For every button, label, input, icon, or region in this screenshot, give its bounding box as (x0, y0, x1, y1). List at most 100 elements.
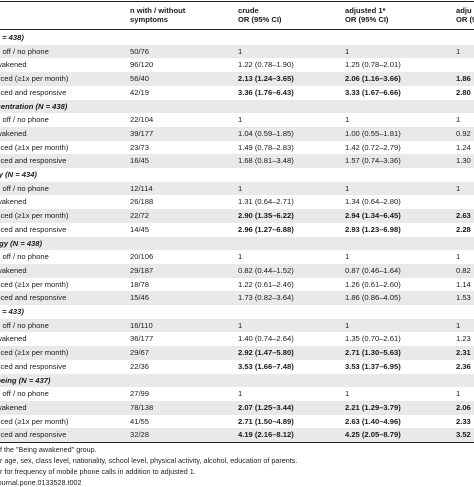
cell-n-counts: 42/19 (130, 87, 150, 97)
row-label: enced (≥1x per month) (0, 211, 69, 221)
cell-adjusted1-or: 1.42 (0.72–2.79) (345, 142, 401, 152)
section-label: –being (N = 437) (0, 375, 51, 385)
cell-n-counts: 96/120 (130, 60, 154, 70)
cell-adjusted2-or: 2.80 (456, 87, 471, 97)
cell-n-counts: 50/76 (130, 46, 150, 56)
cell-adjusted2-or: 2.31 (456, 348, 471, 358)
cell-adjusted1-or: 2.06 (1.16–3.66) (345, 74, 401, 84)
section-label: (N = 433) (0, 307, 24, 316)
table-row: enced and responsive 22/36 3.53 (1.66–7.48… (0, 360, 474, 374)
row-label: enced and responsive (0, 293, 67, 303)
cell-n-counts: 32/28 (130, 430, 150, 440)
table-row: enced (≥1x per month) 56/40 2.13 (1.24–3.6… (0, 72, 474, 86)
cell-adjusted1-or: 1.86 (0.86–4.05) (345, 293, 401, 303)
section-row: (N = 438) (0, 31, 474, 45)
cell-adjusted2-or: 1.53 (456, 293, 471, 303)
footnote-adjusted1: or age, sex, class level, nationality, s… (0, 456, 298, 465)
cell-n-counts: 26/188 (130, 197, 154, 207)
cell-crude-or: 1 (238, 46, 243, 56)
cell-adjusted2-or: 1 (456, 46, 461, 56)
cell-adjusted1-or: 2.63 (1.40–4.96) (345, 416, 401, 426)
cell-n-counts: 27/99 (130, 389, 150, 399)
table-top-rule (0, 1, 474, 2)
table-row: enced (≥1x per month) 23/73 1.49 (0.78–2.8… (0, 141, 474, 155)
cell-crude-or: 2.96 (1.27–6.88) (238, 224, 294, 234)
cell-adjusted2-or: 1 (456, 183, 461, 193)
row-label: ed off / no phone (0, 183, 49, 193)
cell-adjusted2-or: 2.06 (456, 402, 471, 412)
cell-adjusted2-or: 1.23 (456, 334, 471, 344)
cell-crude-or: 1.22 (0.78–1.90) (238, 60, 294, 70)
header-n-line2: symptoms (130, 15, 168, 24)
cell-adjusted1-or: 1.00 (0.55–1.81) (345, 128, 401, 138)
cell-adjusted1-or: 2.93 (1.23–6.98) (345, 224, 401, 234)
table-bottom-rule (0, 442, 474, 443)
cell-crude-or: 1.73 (0.82–3.64) (238, 293, 294, 303)
row-label: awakened (0, 60, 27, 70)
cell-crude-or: 1.31 (0.64–2.71) (238, 197, 294, 207)
header-bottom-rule (0, 29, 474, 30)
cell-crude-or: 2.90 (1.35–6.22) (238, 211, 294, 221)
cell-n-counts: 23/73 (130, 142, 150, 152)
table-row: enced (≥1x per month) 29/67 2.92 (1.47–5.8… (0, 346, 474, 360)
cell-crude-or: 1 (238, 389, 243, 399)
cell-adjusted2-or: 0.92 (456, 128, 471, 138)
cell-crude-or: 3.53 (1.66–7.48) (238, 361, 294, 371)
cell-crude-or: 2.07 (1.25–3.44) (238, 402, 294, 412)
section-label: (N = 438) (0, 33, 24, 42)
footnote-adjusted2: or for frequency of mobile phone calls i… (0, 467, 196, 476)
header-crude-line2: OR (95% CI) (238, 15, 282, 24)
cell-crude-or: 1.68 (0.81–3.48) (238, 156, 294, 166)
table-row: ed off / no phone 20/106 1 1 1 (0, 250, 474, 264)
cell-adjusted2-or: 1 (456, 320, 461, 330)
cell-n-counts: 16/45 (130, 156, 150, 166)
footnote-doi: journal.pone.0133528.t002 (0, 478, 82, 487)
table-row: awakened 39/177 1.04 (0.59–1.85) 1.00 (0.55… (0, 126, 474, 141)
cell-adjusted2-or: 2.33 (456, 416, 471, 426)
section-row: –being (N = 437) (0, 373, 474, 388)
cell-crude-or: 2.92 (1.47–5.80) (238, 348, 294, 358)
row-label: enced and responsive (0, 361, 67, 371)
cell-adjusted2-or: 1.24 (456, 142, 471, 152)
row-label: ed off / no phone (0, 389, 49, 399)
cell-adjusted2-or: 2.36 (456, 361, 471, 371)
row-label: ed off / no phone (0, 46, 49, 56)
cell-adjusted1-or: 3.53 (1.37–6.95) (345, 361, 401, 371)
table-row: ed off / no phone 27/99 1 1 1 (0, 387, 474, 401)
table-row: enced and responsive 16/45 1.68 (0.81–3.48… (0, 154, 474, 168)
cell-adjusted2-or: 3.52 (456, 430, 471, 440)
cell-n-counts: 41/55 (130, 416, 150, 426)
header-adjusted1-line2: OR (95% CI) (345, 15, 389, 24)
header-adjusted2-line2: OR (9 (456, 15, 474, 24)
header-adjusted2-line1: adju (456, 6, 472, 15)
cell-n-counts: 14/45 (130, 224, 150, 234)
cell-adjusted1-or: 1.35 (0.70–2.61) (345, 334, 401, 344)
cell-n-counts: 18/78 (130, 279, 150, 289)
row-label: enced (≥1x per month) (0, 142, 69, 152)
section-row: ergy (N = 438) (0, 236, 474, 251)
cell-crude-or: 1 (238, 320, 243, 330)
table-row: enced (≥1x per month) 41/55 2.71 (1.50–4.8… (0, 415, 474, 429)
table-row: awakened 78/138 2.07 (1.25–3.44) 2.21 (1.29… (0, 400, 474, 415)
cell-n-counts: 15/46 (130, 293, 150, 303)
row-label: enced (≥1x per month) (0, 416, 69, 426)
row-label: enced and responsive (0, 87, 67, 97)
row-label: ed off / no phone (0, 252, 49, 262)
footnote-reference-group: of the "Being awakened" group. (0, 445, 97, 454)
cell-adjusted1-or: 1 (345, 46, 350, 56)
cell-n-counts: 22/72 (130, 211, 150, 221)
table-row: awakened 29/187 0.82 (0.44–1.52) 0.87 (0.46… (0, 263, 474, 278)
cell-n-counts: 22/36 (130, 361, 150, 371)
row-label: enced (≥1x per month) (0, 348, 69, 358)
section-label: ncentration (N = 438) (0, 101, 68, 111)
table-row: awakened 96/120 1.22 (0.78–1.90) 1.25 (0.78… (0, 58, 474, 72)
table-row: enced and responsive 32/28 4.19 (2.16–8.12… (0, 428, 474, 442)
section-label: lity (N = 434) (0, 170, 37, 179)
cell-adjusted1-or: 1.25 (0.78–2.01) (345, 60, 401, 70)
cell-n-counts: 29/187 (130, 265, 154, 275)
row-label: awakened (0, 197, 27, 207)
header-n-line1: n with / without (130, 6, 186, 15)
cell-adjusted2-or: 1.30 (456, 156, 471, 166)
cell-adjusted1-or: 1.26 (0.61–2.60) (345, 279, 401, 289)
